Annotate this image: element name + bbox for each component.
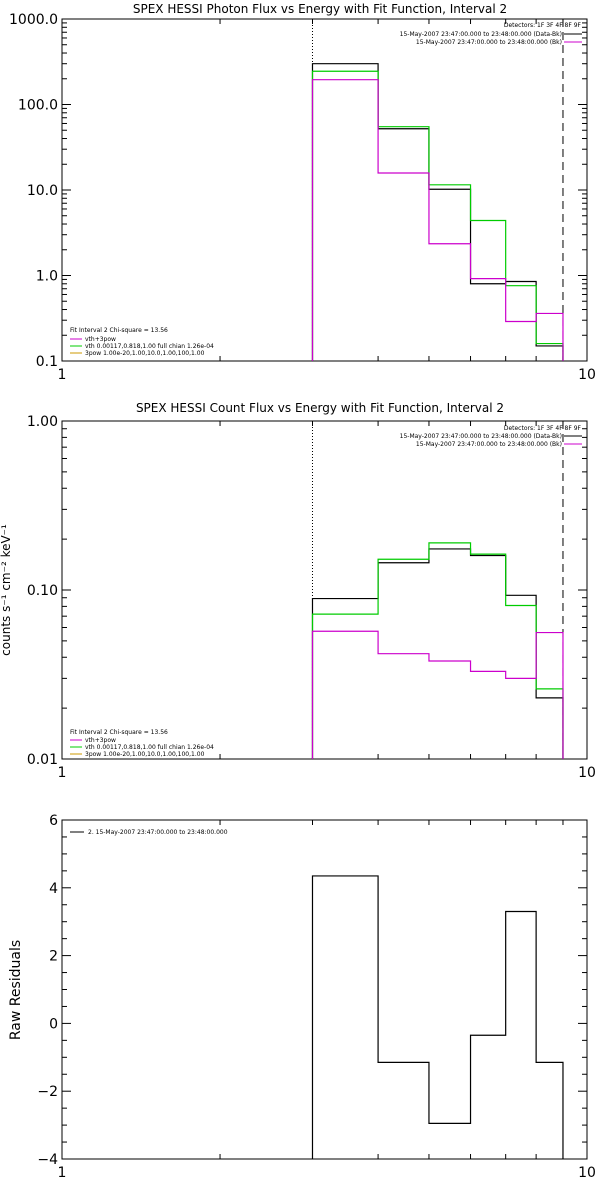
series-group	[311, 542, 564, 759]
axis-ticks: 1 10 −4 −2 0 2 4 6	[37, 813, 596, 1181]
series-group	[311, 875, 564, 1159]
fit-legend-entry: vth+3pow	[85, 336, 116, 343]
reference-lines	[311, 19, 564, 361]
residuals-panel: Raw Residuals 1 10 −4 −2 0 2 4 6 2. 15-May-2007…	[8, 813, 596, 1181]
axis-ticks: 1 10 0.01 0.10 1.00	[27, 414, 596, 781]
y-tick-label: 10.0	[27, 183, 58, 199]
y-tick-label: 6	[49, 813, 58, 829]
y-tick-label: 0	[49, 1016, 58, 1032]
x-tick-label: 10	[578, 765, 596, 781]
y-tick-label: 1000.0	[9, 12, 58, 28]
x-tick-label: 1	[58, 367, 67, 383]
panel-title: SPEX HESSI Photon Flux vs Energy with Fi…	[133, 2, 507, 16]
legend-data-interval: 15-May-2007 23:47:00.000 to 23:48:00.000…	[400, 31, 562, 38]
fit-legend-header: Fit Interval 2 Chi-square = 13.56	[70, 729, 168, 736]
x-tick-label: 10	[578, 367, 596, 383]
plot-frame	[61, 819, 588, 1160]
reference-lines	[311, 421, 564, 759]
count-flux-panel: SPEX HESSI Count Flux vs Energy with Fit…	[0, 401, 596, 781]
y-tick-label: 1.0	[36, 269, 58, 285]
y-tick-label: 0.10	[27, 583, 58, 599]
series-model-line	[311, 542, 564, 759]
y-axis-label: Raw Residuals	[8, 940, 24, 1040]
fit-legend-entry: 3pow 1.00e-20,1.00,10.0,1.00,100,1.00	[85, 751, 205, 758]
series-bk-line	[311, 630, 564, 759]
fit-legend-entry: vth 0.00117,0.818,1.00 full chian 1.26e-…	[85, 343, 214, 350]
series-bk-line	[311, 79, 564, 361]
legend-interval: 2. 15-May-2007 23:47:00.000 to 23:48:00.…	[88, 829, 228, 836]
series-data-line	[311, 63, 564, 361]
panel-title: SPEX HESSI Count Flux vs Energy with Fit…	[136, 401, 504, 415]
plot-frame	[61, 18, 588, 362]
y-tick-label: −4	[37, 1152, 58, 1168]
legend-bk-interval: 15-May-2007 23:47:00.000 to 23:48:00.000…	[416, 39, 562, 46]
x-tick-label: 1	[58, 765, 67, 781]
legend-detectors: Detectors: 1F 3F 4F 8F 9F	[504, 425, 582, 432]
y-tick-label: 0.1	[36, 354, 58, 370]
series-model-line	[311, 70, 564, 361]
y-tick-label: 4	[49, 881, 58, 897]
fit-legend-entry: vth 0.00117,0.818,1.00 full chian 1.26e-…	[85, 744, 214, 751]
series-data-line	[311, 548, 564, 759]
y-tick-label: 2	[49, 949, 58, 965]
legend-data-interval: 15-May-2007 23:47:00.000 to 23:48:00.000…	[400, 433, 562, 440]
y-tick-label: 100.0	[18, 98, 58, 114]
series-resid-line	[311, 875, 564, 1159]
y-axis-label: counts s⁻¹ cm⁻² keV⁻¹	[0, 524, 13, 656]
series-group	[311, 63, 564, 361]
axis-ticks: 1 10 0.1 1.0 10.0 100.0 1000.0	[9, 12, 596, 383]
fit-legend-header: Fit Interval 2 Chi-square = 13.56	[70, 327, 168, 334]
y-tick-label: −2	[37, 1084, 58, 1100]
photon-flux-panel: SPEX HESSI Photon Flux vs Energy with Fi…	[9, 2, 596, 383]
legend-bk-interval: 15-May-2007 23:47:00.000 to 23:48:00.000…	[416, 441, 562, 448]
y-tick-label: 0.01	[27, 752, 58, 768]
y-tick-label: 1.00	[27, 414, 58, 430]
x-tick-label: 1	[58, 1165, 67, 1181]
legend-detectors: Detectors: 1F 3F 4F 8F 9F	[504, 22, 582, 29]
plot-frame	[61, 420, 588, 760]
x-tick-label: 10	[578, 1165, 596, 1181]
fit-legend-entry: 3pow 1.00e-20,1.00,10.0,1.00,100,1.00	[85, 350, 205, 357]
fit-legend-entry: vth+3pow	[85, 737, 116, 744]
